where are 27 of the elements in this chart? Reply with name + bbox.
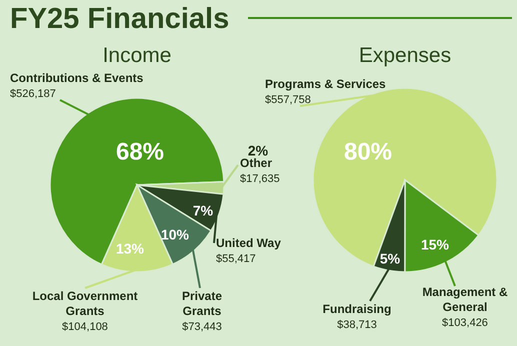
- data-label: $38,713: [337, 319, 377, 331]
- data-label: $103,426: [442, 317, 488, 329]
- slice-label: Programs & Services: [265, 77, 386, 91]
- text: 80%: [344, 138, 392, 166]
- text: FY25 Financials: [10, 3, 230, 35]
- chart-title: Expenses: [358, 44, 452, 67]
- data-label: $73,443: [182, 321, 222, 333]
- data-label: $557,758: [265, 94, 311, 106]
- slice-label: Contributions & Events: [10, 71, 144, 85]
- data-label: $104,108: [62, 321, 108, 333]
- text: 7%: [192, 202, 214, 219]
- slice-label: United Way: [216, 236, 282, 250]
- slice-label: Private Grants: [182, 289, 222, 318]
- slice-label: Fundraising: [322, 302, 392, 316]
- text: 15%: [420, 236, 450, 253]
- text: 2%: [248, 142, 268, 159]
- data-label: $55,417: [216, 253, 256, 265]
- text: 10%: [160, 226, 190, 243]
- chart-title: Income: [102, 44, 172, 67]
- slice-label: Management & General: [422, 285, 508, 314]
- slice-label: Other: [240, 156, 272, 170]
- slice-label: Local Government Grants: [32, 289, 138, 318]
- text: 5%: [380, 250, 400, 267]
- data-label: $17,635: [240, 173, 280, 185]
- text: 13%: [116, 240, 144, 257]
- text: 68%: [116, 138, 164, 166]
- data-label: $526,187: [10, 88, 56, 100]
